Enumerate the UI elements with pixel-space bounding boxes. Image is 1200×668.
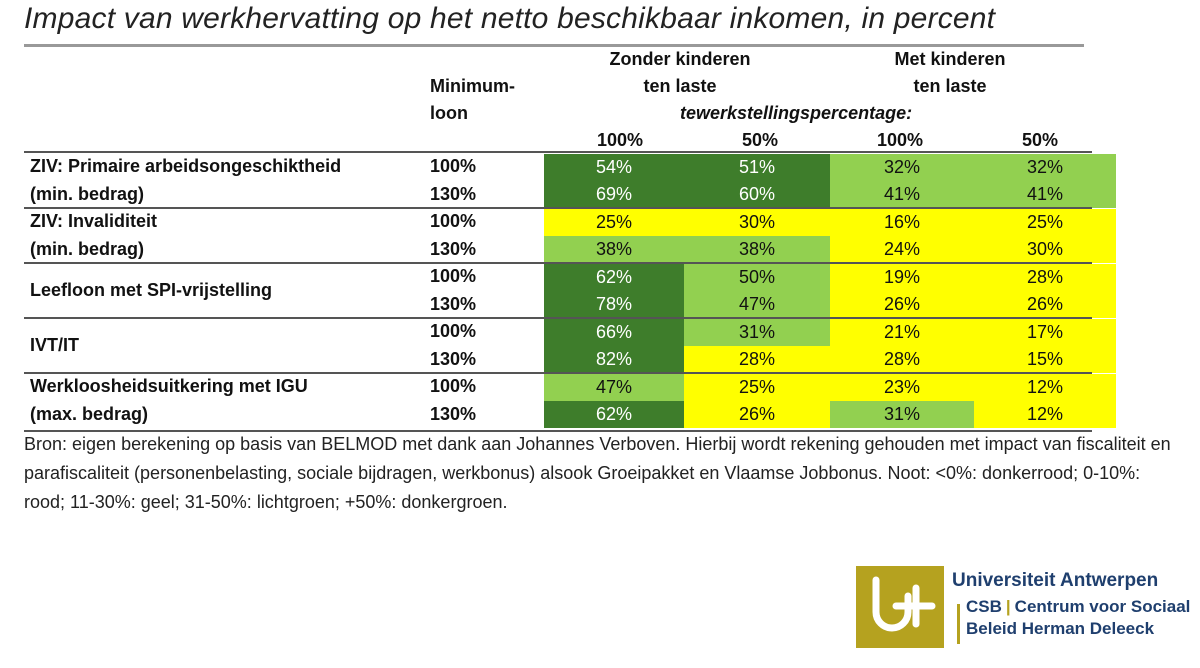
value-cell: 41% [974, 181, 1116, 208]
center-name-part1: Centrum voor Sociaal [1014, 597, 1191, 616]
value-cell: 24% [830, 236, 974, 263]
column-header-3: 100% [876, 130, 924, 150]
value-cell: 47% [544, 373, 684, 401]
group-label-line2: (min. bedrag) [30, 183, 145, 204]
value-cell: 25% [544, 208, 684, 236]
value-cell: 12% [974, 401, 1116, 428]
header-group-without-children-line1: Zonder kinderen [609, 49, 751, 69]
minimum-wage-label: 100% [430, 321, 477, 341]
source-note: Bron: eigen berekening op basis van BELM… [24, 434, 1171, 512]
minimum-wage-label: 100% [430, 376, 477, 396]
value-cell: 31% [684, 318, 830, 346]
header-group-without-children-line2: ten laste [643, 76, 717, 96]
header-group-without-children: Zonder kinderen ten laste [580, 46, 780, 100]
minimum-wage-label: 130% [430, 403, 477, 424]
value-cell: 60% [684, 181, 830, 208]
value-cell: 41% [830, 181, 974, 208]
group-label-line1: ZIV: Invaliditeit [30, 211, 158, 231]
value-cell: 15% [974, 346, 1116, 373]
value-cell: 62% [544, 401, 684, 428]
column-header-2: 50% [741, 130, 779, 150]
value-cell: 21% [830, 318, 974, 346]
value-cell: 23% [830, 373, 974, 401]
value-cell: 26% [974, 291, 1116, 318]
value-cell: 17% [974, 318, 1116, 346]
minimum-wage-label: 100% [430, 156, 477, 176]
value-cell: 28% [684, 346, 830, 373]
header-minimum-wage-line2: loon [430, 103, 468, 123]
value-cell: 25% [974, 208, 1116, 236]
group-label-line1: IVT/IT [30, 334, 79, 355]
minimum-wage-label: 130% [430, 293, 477, 314]
center-separator: | [1005, 597, 1011, 616]
logo-divider [957, 604, 960, 644]
title-rule [24, 44, 1084, 47]
group-label-line1: Werkloosheidsuitkering met IGU [30, 376, 308, 396]
group-label-line1: Leefloon met SPI-vrijstelling [30, 279, 273, 300]
minimum-wage-label: 130% [430, 348, 477, 369]
value-cell: 66% [544, 318, 684, 346]
minimum-wage-label: 130% [430, 238, 477, 259]
value-cell: 31% [830, 401, 974, 428]
value-cell: 30% [974, 236, 1116, 263]
value-cell: 32% [974, 153, 1116, 181]
value-cell: 28% [830, 346, 974, 373]
group-separator [24, 262, 1092, 264]
value-cell: 32% [830, 153, 974, 181]
university-logo-mark [856, 566, 944, 648]
minimum-wage-label: 130% [430, 183, 477, 204]
value-cell: 82% [544, 346, 684, 373]
value-cell: 62% [544, 263, 684, 291]
center-abbreviation: CSB [966, 597, 1002, 616]
group-separator [24, 372, 1092, 374]
minimum-wage-label: 100% [430, 211, 477, 231]
value-cell: 38% [544, 236, 684, 263]
value-cell: 28% [974, 263, 1116, 291]
value-cell: 78% [544, 291, 684, 318]
value-cell: 25% [684, 373, 830, 401]
chart-title: Impact van werkhervatting op het netto b… [24, 2, 996, 35]
value-cell: 51% [684, 153, 830, 181]
value-cell: 26% [684, 401, 830, 428]
value-cell: 38% [684, 236, 830, 263]
value-cell: 54% [544, 153, 684, 181]
value-cell: 47% [684, 291, 830, 318]
group-label-line1: ZIV: Primaire arbeidsongeschiktheid [30, 156, 342, 176]
center-name-line1: CSB | Centrum voor Sociaal [966, 597, 1190, 617]
header-employment-subtitle: tewerkstellingspercentage: [680, 103, 913, 123]
header-group-with-children-line1: Met kinderen [894, 49, 1006, 69]
group-separator [24, 317, 1092, 319]
value-cell: 12% [974, 373, 1116, 401]
group-label-line2: (min. bedrag) [30, 238, 145, 259]
value-cell: 26% [830, 291, 974, 318]
header-group-with-children-line2: ten laste [913, 76, 987, 96]
university-name: Universiteit Antwerpen [952, 570, 1159, 591]
group-separator [24, 207, 1092, 209]
column-header-4: 50% [1021, 130, 1059, 150]
group-label-line2: (max. bedrag) [30, 403, 149, 424]
header-group-with-children: Met kinderen ten laste [840, 46, 1060, 100]
value-cell: 16% [830, 208, 974, 236]
center-name-line2: Beleid Herman Deleeck [966, 619, 1155, 638]
minimum-wage-label: 100% [430, 266, 477, 286]
value-cell: 19% [830, 263, 974, 291]
column-header-1: 100% [596, 130, 644, 150]
header-minimum-wage-line1: Minimum- [430, 76, 515, 96]
value-cell: 50% [684, 263, 830, 291]
value-cell: 30% [684, 208, 830, 236]
results-table: ZIV: Primaire arbeidsongeschiktheid (min.… [24, 151, 1116, 432]
u-plus-icon [872, 576, 936, 632]
value-cell: 69% [544, 181, 684, 208]
